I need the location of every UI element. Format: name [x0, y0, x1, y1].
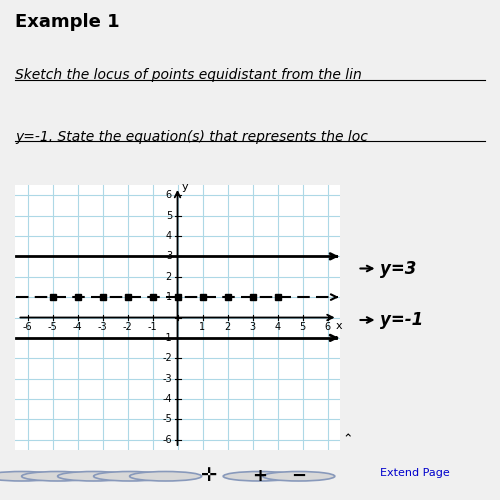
Text: 5: 5 — [300, 322, 306, 332]
Text: -4: -4 — [72, 322, 83, 332]
Text: -3: -3 — [98, 322, 108, 332]
Text: -6: -6 — [162, 435, 172, 445]
Circle shape — [223, 472, 295, 481]
Text: y=-1. State the equation(s) that represents the loc: y=-1. State the equation(s) that represe… — [15, 130, 368, 143]
Text: -2: -2 — [162, 354, 172, 364]
Text: 1: 1 — [200, 322, 205, 332]
Text: y=-1: y=-1 — [380, 311, 423, 329]
Text: -4: -4 — [162, 394, 172, 404]
Text: 4: 4 — [274, 322, 280, 332]
Text: 2: 2 — [224, 322, 230, 332]
Circle shape — [0, 472, 58, 481]
Text: -5: -5 — [162, 414, 172, 424]
Circle shape — [22, 472, 94, 481]
Text: 1: 1 — [166, 292, 172, 302]
Circle shape — [58, 472, 130, 481]
Text: Example 1: Example 1 — [15, 13, 120, 31]
Text: y: y — [182, 182, 188, 192]
Circle shape — [130, 472, 202, 481]
Text: 6: 6 — [324, 322, 330, 332]
Text: -3: -3 — [162, 374, 172, 384]
Text: x: x — [336, 321, 342, 331]
Text: ✛: ✛ — [200, 466, 217, 485]
Text: 4: 4 — [166, 231, 172, 241]
Text: Sketch the locus of points equidistant from the lin: Sketch the locus of points equidistant f… — [15, 68, 362, 82]
Circle shape — [94, 472, 166, 481]
Text: −: − — [291, 467, 306, 485]
Text: 6: 6 — [166, 190, 172, 200]
Text: -1: -1 — [148, 322, 158, 332]
Text: 3: 3 — [166, 252, 172, 262]
Text: 5: 5 — [166, 210, 172, 220]
Text: -1: -1 — [162, 333, 172, 343]
Text: +: + — [252, 467, 266, 485]
Text: 2: 2 — [166, 272, 172, 281]
Text: -6: -6 — [22, 322, 32, 332]
Text: ⌃: ⌃ — [342, 434, 353, 446]
Text: 3: 3 — [250, 322, 256, 332]
Text: Extend Page: Extend Page — [380, 468, 450, 477]
Text: -2: -2 — [122, 322, 132, 332]
Circle shape — [263, 472, 335, 481]
Text: y=3: y=3 — [380, 260, 416, 278]
Text: -5: -5 — [48, 322, 58, 332]
